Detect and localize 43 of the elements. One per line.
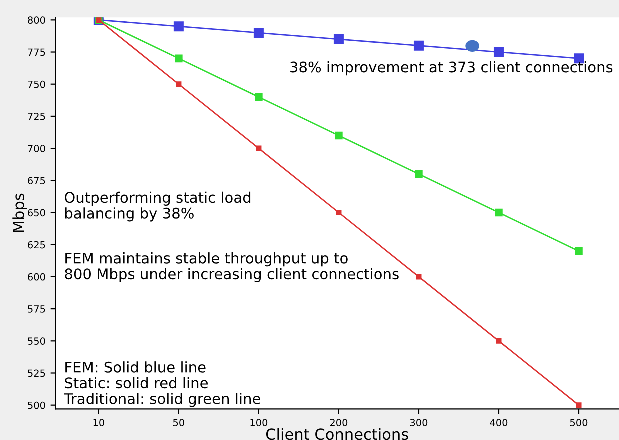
point [174, 22, 184, 32]
y-axis-title: Mbps [12, 194, 28, 232]
annotation: 38% improvement at 373 client connections [290, 61, 613, 76]
point [415, 170, 423, 178]
y-tick-label: 675 [28, 177, 46, 184]
point [414, 40, 424, 51]
y-tick-label: 575 [28, 306, 46, 313]
x-axis-title: Client Connections [266, 428, 408, 440]
x-tick-label: 400 [490, 419, 508, 426]
x-tick-label: 200 [330, 419, 348, 426]
point [494, 47, 504, 58]
y-tick-label: 600 [28, 273, 46, 281]
y-tick-label: 750 [28, 80, 46, 88]
x-tick-label: 500 [570, 419, 588, 426]
point [336, 210, 342, 216]
x-tick-label: 300 [410, 419, 428, 426]
annotation: Outperforming static load balancing by 38% [64, 192, 251, 222]
y-tick-label: 725 [28, 112, 46, 120]
point [576, 402, 582, 408]
y-tick-label: 775 [28, 48, 46, 56]
y-tick-label: 625 [28, 241, 46, 249]
point [416, 274, 422, 280]
y-tick-label: 550 [28, 338, 46, 345]
point [575, 247, 583, 256]
point [496, 338, 502, 344]
y-tick-label: 500 [28, 402, 46, 410]
x-tick-label: 10 [94, 419, 104, 426]
point [254, 28, 264, 38]
point [175, 54, 183, 63]
x-tick-label: 50 [173, 419, 184, 426]
y-tick-label: 700 [28, 145, 46, 152]
point [334, 34, 344, 44]
point [255, 93, 263, 102]
point [176, 82, 182, 88]
y-tick-label: 525 [28, 370, 46, 378]
annotation: FEM: Solid blue line Static: solid red line Traditional: solid green line [64, 362, 260, 408]
y-tick-label: 650 [28, 209, 46, 217]
x-tick-label: 100 [250, 419, 268, 426]
point [495, 208, 503, 217]
point [256, 146, 262, 152]
y-tick-label: 800 [28, 16, 46, 24]
point [335, 132, 343, 140]
annotation: FEM maintains stable throughput up to 800 Mbps under increasing client connections [65, 252, 399, 282]
